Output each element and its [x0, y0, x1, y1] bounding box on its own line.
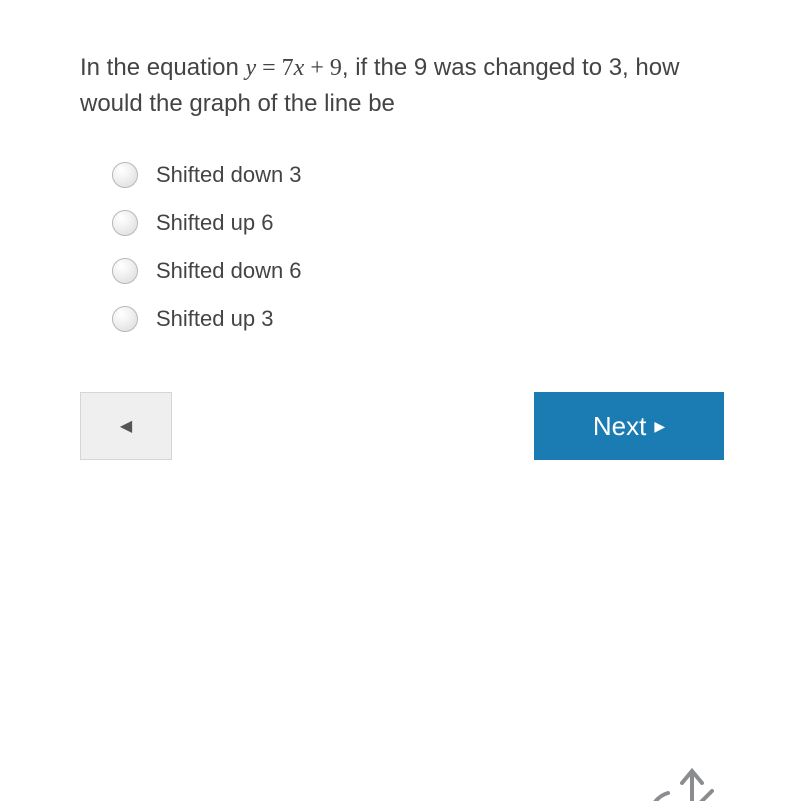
triangle-right-icon: ▶: [654, 418, 665, 435]
options-group: Shifted down 3 Shifted up 6 Shifted down…: [112, 162, 730, 332]
option-0[interactable]: Shifted down 3: [112, 162, 730, 188]
option-label: Shifted up 3: [156, 306, 273, 332]
question-prefix: In the equation: [80, 54, 245, 81]
back-button[interactable]: ◀: [80, 392, 172, 460]
radio-icon: [112, 306, 138, 332]
triangle-left-icon: ◀: [120, 416, 132, 436]
radio-icon: [112, 162, 138, 188]
option-2[interactable]: Shifted down 6: [112, 258, 730, 284]
option-1[interactable]: Shifted up 6: [112, 210, 730, 236]
radio-icon: [112, 258, 138, 284]
equation-rhs2: + 9: [304, 55, 342, 81]
option-label: Shifted down 3: [156, 162, 302, 188]
option-3[interactable]: Shifted up 3: [112, 306, 730, 332]
corner-decorative-icon: [630, 761, 720, 801]
radio-icon: [112, 210, 138, 236]
equation: y = 7x + 9: [245, 55, 341, 81]
nav-row: ◀ Next ▶: [80, 392, 730, 460]
equation-rhs1: 7: [282, 55, 294, 81]
next-button[interactable]: Next ▶: [534, 392, 724, 460]
equation-eq: =: [256, 55, 282, 81]
question-text: In the equation y = 7x + 9, if the 9 was…: [80, 50, 730, 122]
option-label: Shifted up 6: [156, 210, 273, 236]
next-label: Next: [593, 411, 646, 442]
option-label: Shifted down 6: [156, 258, 302, 284]
equation-y: y: [245, 55, 256, 81]
equation-x: x: [294, 55, 305, 81]
